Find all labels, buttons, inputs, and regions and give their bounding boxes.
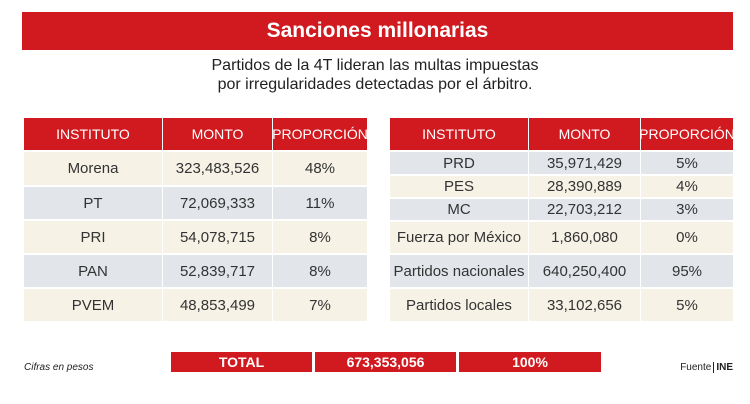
- column-header: INSTITUTO: [390, 118, 528, 150]
- table-cell: 5%: [641, 152, 733, 174]
- column-header: MONTO: [163, 118, 272, 150]
- table-cell: 640,250,400: [529, 255, 640, 287]
- table-cell: 3%: [641, 199, 733, 220]
- table-cell: 0%: [641, 222, 733, 253]
- table-cell: 54,078,715: [163, 221, 272, 253]
- table-cell: 72,069,333: [163, 187, 272, 219]
- table-cell: Partidos locales: [390, 289, 528, 321]
- table-cell: 35,971,429: [529, 152, 640, 174]
- source: Fuente INE: [680, 362, 733, 373]
- column-header: PROPORCIÓN: [639, 118, 735, 150]
- table-cell: 8%: [273, 221, 367, 253]
- table-cell: 33,102,656: [529, 289, 640, 321]
- source-label: Fuente: [680, 362, 712, 373]
- table-cell: 1,860,080: [529, 222, 640, 253]
- table-cell: 5%: [641, 289, 733, 321]
- table-cell: PVEM: [24, 289, 162, 321]
- table-cell: 52,839,717: [163, 255, 272, 287]
- subtitle: Partidos de la 4T lideran las multas imp…: [211, 57, 539, 74]
- column-header: MONTO: [529, 118, 640, 150]
- table-cell: Morena: [24, 152, 162, 185]
- table-cell: 4%: [641, 176, 733, 197]
- total-cell: TOTAL: [171, 352, 312, 372]
- table-cell: 95%: [641, 255, 733, 287]
- table-cell: PT: [24, 187, 162, 219]
- table-cell: 8%: [273, 255, 367, 287]
- title: Sanciones millonarias: [22, 12, 733, 50]
- table-cell: PRD: [390, 152, 528, 174]
- table-cell: 7%: [273, 289, 367, 321]
- table-cell: 28,390,889: [529, 176, 640, 197]
- subtitle: por irregularidades detectadas por el ár…: [217, 76, 533, 93]
- column-header: INSTITUTO: [24, 118, 162, 150]
- table-cell: 323,483,526: [163, 152, 272, 185]
- table-cell: PES: [390, 176, 528, 197]
- table-cell: 22,703,212: [529, 199, 640, 220]
- table-cell: Partidos nacionales: [390, 255, 528, 287]
- table-cell: 11%: [273, 187, 367, 219]
- table-cell: MC: [390, 199, 528, 220]
- table-cell: 48,853,499: [163, 289, 272, 321]
- table-cell: 48%: [273, 152, 367, 185]
- table-cell: PRI: [24, 221, 162, 253]
- note: Cifras en pesos: [24, 362, 94, 373]
- table-cell: PAN: [24, 255, 162, 287]
- table-cell: Fuerza por México: [390, 222, 528, 253]
- column-header: PROPORCIÓN: [272, 118, 368, 150]
- source-name: INE: [713, 362, 733, 373]
- total-cell: 673,353,056: [315, 352, 456, 372]
- total-cell: 100%: [459, 352, 601, 372]
